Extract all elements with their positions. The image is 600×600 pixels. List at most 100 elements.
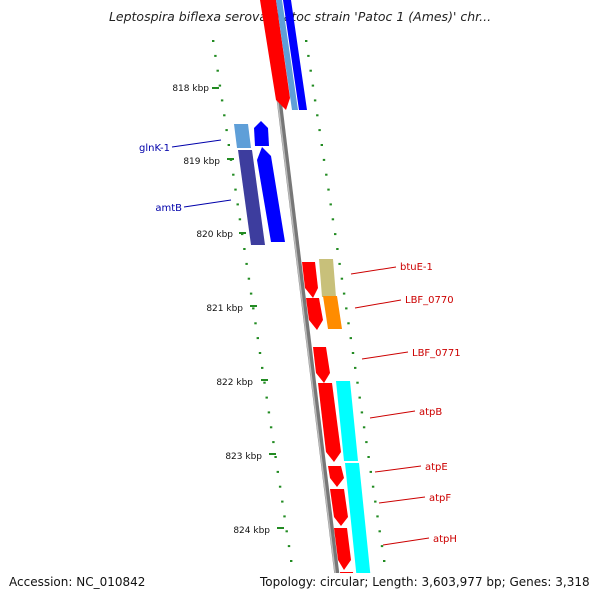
guide-dot-outer	[365, 441, 368, 444]
guide-dot-inner	[254, 322, 257, 325]
guide-dot-inner	[214, 54, 217, 57]
guide-dot-inner	[281, 500, 284, 503]
guide-dot-outer	[376, 515, 379, 518]
guide-dot-outer	[347, 322, 350, 325]
guide-dot-inner	[256, 337, 259, 340]
gene-arrow-glnK-1	[254, 121, 269, 146]
leader-line-amtB	[183, 199, 232, 208]
leader-line-atpH	[382, 537, 430, 546]
leader-line-atpE	[374, 465, 422, 473]
guide-dot-outer	[351, 352, 355, 354]
guide-dot-outer	[340, 277, 344, 280]
guide-dot-inner	[249, 292, 253, 295]
guide-dot-outer	[354, 366, 357, 369]
gene-arrow-LBF_0771	[313, 347, 330, 383]
gene-label-atpF: atpF	[429, 493, 451, 504]
gene-label-atpB: atpB	[419, 407, 442, 418]
tick-label: 820 kbp	[196, 230, 233, 240]
leader-line-atpB	[369, 410, 416, 419]
leader-line-LBF_0771	[361, 351, 409, 360]
leader-line-btuE-1	[350, 266, 397, 275]
guide-dot-outer	[367, 456, 370, 458]
map-title: Leptospira biflexa serovar Patoc strain …	[108, 9, 492, 24]
guide-dot-inner	[290, 560, 293, 562]
guide-dot-inner	[243, 248, 246, 250]
guide-dot-outer	[362, 426, 366, 429]
guide-dot-inner	[283, 515, 286, 518]
tick-marks	[212, 87, 284, 529]
gene-arrow-atpH	[334, 528, 351, 570]
guide-dot-inner	[261, 366, 264, 369]
cog-bar-amtB-darkblue	[238, 150, 265, 245]
leader-line-glnK-1	[171, 139, 222, 148]
guide-dot-outer	[336, 248, 339, 250]
guide-dot-outer	[318, 129, 321, 132]
guide-dot-inner	[225, 129, 228, 132]
dotted-guides	[212, 40, 386, 562]
guide-dot-outer	[360, 411, 364, 414]
gene-label-LBF_0771: LBF_0771	[412, 348, 461, 359]
guide-dot-outer	[383, 560, 386, 562]
guide-dot-inner	[232, 173, 235, 176]
guide-dot-inner	[287, 545, 291, 548]
gene-arrow-atpF	[330, 489, 348, 526]
guide-dot-outer	[338, 262, 341, 265]
gene-label-LBF_0770: LBF_0770	[405, 295, 454, 306]
cog-bar-atpEFH-cyan	[345, 463, 371, 573]
guide-dot-inner	[252, 307, 255, 310]
guide-dot-inner	[223, 114, 226, 117]
guide-dot-inner	[227, 144, 230, 146]
guide-dot-inner	[265, 396, 268, 399]
guide-dot-outer	[309, 69, 312, 72]
gene-label-atpE: atpE	[425, 462, 448, 473]
gene-arrow-LBF_0770	[306, 298, 323, 330]
guide-dot-inner	[212, 40, 215, 42]
tick-label: 824 kbp	[233, 526, 270, 536]
guide-dot-inner	[241, 233, 244, 236]
guide-dot-outer	[358, 396, 361, 399]
guide-dot-inner	[276, 470, 279, 473]
gene-labels: glnK-1 amtB btuE-1 LBF_0770 LBF_0771 atp…	[139, 143, 461, 545]
tick-label: 819 kbp	[183, 157, 220, 167]
guide-dot-inner	[236, 203, 239, 206]
guide-dot-outer	[331, 218, 335, 221]
guide-dot-outer	[316, 114, 319, 117]
guide-dot-inner	[234, 188, 237, 191]
guide-dot-outer	[371, 485, 375, 488]
guide-dot-outer	[329, 203, 332, 206]
guide-dot-outer	[305, 40, 308, 42]
guide-dot-inner	[285, 530, 288, 533]
gene-label-amtB: amtB	[155, 203, 182, 214]
gene-arrow-top-reverse	[283, 0, 307, 110]
guide-dot-inner	[218, 84, 222, 87]
guide-dot-inner	[238, 218, 242, 221]
guide-dot-outer	[378, 530, 381, 533]
guide-dot-inner	[220, 99, 224, 102]
accession-text: Accession: NC_010842	[9, 575, 146, 589]
gene-arrow-atpE	[328, 466, 344, 487]
guide-dot-outer	[325, 173, 328, 176]
guide-dot-outer	[311, 84, 315, 87]
topology-text: Topology: circular; Length: 3,603,977 bp…	[260, 575, 590, 589]
tick-label: 821 kbp	[206, 304, 243, 314]
gene-arrow-top-forward	[260, 0, 290, 110]
guide-dot-inner	[258, 352, 262, 354]
guide-dot-outer	[342, 292, 346, 295]
guide-dot-outer	[327, 188, 330, 191]
guide-dot-outer	[322, 158, 326, 161]
guide-dot-outer	[349, 337, 352, 340]
gene-arrow-amtB	[257, 147, 285, 242]
guide-dot-outer	[380, 545, 384, 548]
guide-dot-outer	[334, 233, 337, 236]
guide-dot-inner	[216, 69, 219, 72]
tick-label: 822 kbp	[216, 378, 253, 388]
guide-dot-outer	[320, 144, 323, 146]
guide-dot-outer	[356, 381, 359, 384]
gene-label-glnK-1: glnK-1	[139, 143, 170, 154]
cog-bar-LBF_0770-orange	[323, 296, 342, 329]
gene-arrow-atpB	[318, 383, 341, 462]
gene-label-btuE-1: btuE-1	[400, 262, 433, 273]
guide-dot-inner	[247, 277, 251, 280]
guide-dot-outer	[369, 470, 372, 473]
gene-label-atpH: atpH	[433, 534, 457, 545]
